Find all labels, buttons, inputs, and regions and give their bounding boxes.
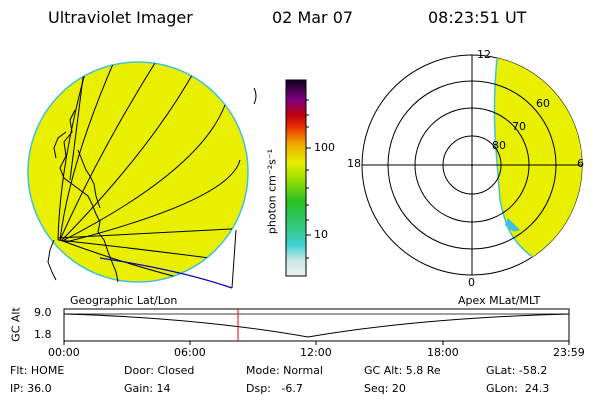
coastline-antarctica: [99, 257, 233, 289]
polar-lat-70: 70: [512, 120, 526, 133]
timeline-ytick-top: 9.0: [34, 306, 52, 319]
status-glon: GLon: 24.3: [486, 382, 550, 395]
colorbar-tick-10: 10: [314, 228, 328, 241]
polar-plot: [361, 54, 583, 276]
colorbar-unit-label: photon cm⁻²s⁻¹: [265, 148, 279, 235]
colorbar: [285, 79, 311, 277]
status-seq: Seq: 20: [364, 382, 406, 395]
timeline-xtick-4: 23:59: [553, 346, 585, 359]
lat-lon-grid: [57, 62, 248, 282]
altitude-curve: [63, 313, 570, 338]
emission-disc: [27, 61, 249, 283]
polar-label-18: 18: [347, 157, 361, 170]
status-flight: Flt: HOME: [10, 364, 65, 377]
date-label: 02 Mar 07: [272, 8, 354, 27]
polar-label-6: 6: [577, 157, 584, 170]
timeline-xtick-0: 00:00: [48, 346, 80, 359]
time-label: 08:23:51 UT: [428, 8, 527, 27]
timeline-ytick-bottom: 1.8: [34, 328, 52, 341]
status-ip: IP: 36.0: [10, 382, 52, 395]
status-glat: GLat: -58.2: [486, 364, 548, 377]
status-door: Door: Closed: [124, 364, 195, 377]
timeline-left-label: Geographic Lat/Lon: [70, 294, 178, 307]
status-dsp: Dsp: -6.7: [246, 382, 303, 395]
timeline-xtick-1: 06:00: [174, 346, 206, 359]
polar-grid: [362, 55, 582, 275]
status-mode: Mode: Normal: [246, 364, 323, 377]
timeline-plot: [63, 308, 570, 345]
timeline-ticks: [63, 341, 570, 345]
status-gc-alt: GC Alt: 5.8 Re: [364, 364, 441, 377]
coastline-africa: [47, 109, 119, 283]
polar-lat-60: 60: [536, 97, 550, 110]
timeline-xtick-2: 12:00: [300, 346, 332, 359]
instrument-title: Ultraviolet Imager: [48, 8, 193, 27]
colorbar-tick-100: 100: [314, 141, 335, 154]
polar-lat-80: 80: [492, 139, 506, 152]
geographic-image: [27, 61, 257, 289]
polar-label-12: 12: [477, 48, 491, 61]
status-gain: Gain: 14: [124, 382, 171, 395]
coastline-fragment: [253, 87, 257, 105]
polar-label-0: 0: [468, 276, 475, 289]
timeline-xtick-3: 18:00: [427, 346, 459, 359]
timeline-ylabel: GC Alt: [9, 307, 23, 342]
timeline-right-label: Apex MLat/MLT: [458, 294, 541, 307]
